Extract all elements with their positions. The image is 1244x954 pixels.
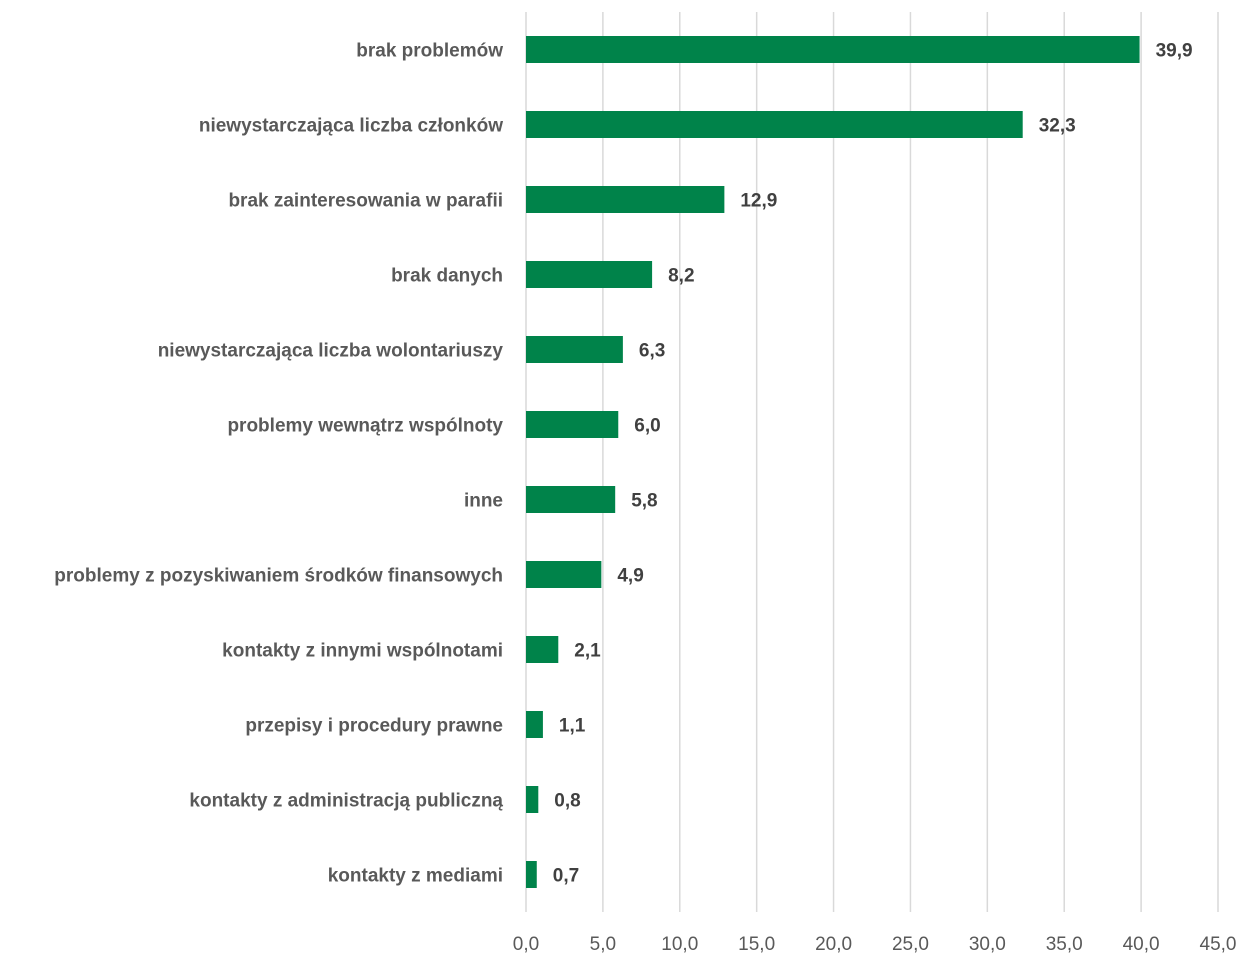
category-label: przepisy i procedury prawne — [245, 716, 503, 737]
category-label: niewystarczająca liczba członków — [199, 116, 503, 137]
bar — [526, 711, 543, 738]
category-label: niewystarczająca liczba wolontariuszy — [158, 341, 504, 362]
value-label: 0,8 — [554, 791, 580, 812]
category-label: kontakty z mediami — [328, 866, 503, 887]
bar — [526, 261, 653, 288]
value-labels: 39,9 32,3 12,9 8,2 6,3 6,0 5,8 4,9 2,1 1,1 0,8 0,7 — [553, 41, 1193, 887]
bar — [526, 636, 559, 663]
x-tick-label: 30,0 — [969, 934, 1006, 954]
bar — [526, 36, 1140, 63]
category-label: problemy wewnątrz wspólnoty — [227, 416, 503, 437]
bar — [526, 111, 1023, 138]
category-label: brak zainteresowania w parafii — [228, 191, 503, 212]
bar — [526, 411, 619, 438]
value-label: 0,7 — [553, 866, 579, 887]
x-tick-label: 40,0 — [1123, 934, 1160, 954]
x-tick-label: 35,0 — [1046, 934, 1083, 954]
x-tick-label: 45,0 — [1200, 934, 1237, 954]
x-tick-label: 0,0 — [513, 934, 539, 954]
bar — [526, 186, 725, 213]
x-tick-label: 15,0 — [738, 934, 775, 954]
bar — [526, 336, 623, 363]
value-label: 39,9 — [1156, 41, 1193, 62]
category-label: inne — [464, 491, 503, 512]
value-label: 1,1 — [559, 716, 586, 737]
category-label: brak problemów — [356, 41, 503, 62]
bar — [526, 486, 616, 513]
category-label: kontakty z innymi wspólnotami — [222, 641, 503, 662]
x-axis-ticks: 0,0 5,0 10,0 15,0 20,0 25,0 30,0 35,0 40,0 45,0 — [513, 934, 1237, 954]
gridlines — [525, 12, 1219, 912]
bar — [526, 561, 602, 588]
bar — [526, 786, 539, 813]
x-tick-label: 25,0 — [892, 934, 929, 954]
category-label: brak danych — [391, 266, 503, 287]
bar — [526, 861, 537, 888]
value-label: 4,9 — [617, 566, 643, 587]
value-label: 5,8 — [631, 491, 657, 512]
value-label: 6,3 — [639, 341, 665, 362]
x-tick-label: 10,0 — [661, 934, 698, 954]
value-label: 2,1 — [574, 641, 601, 662]
category-labels: brak problemów niewystarczająca liczba cz… — [54, 41, 503, 887]
bars — [526, 36, 1140, 888]
value-label: 8,2 — [668, 266, 694, 287]
x-tick-label: 20,0 — [815, 934, 852, 954]
value-label: 12,9 — [740, 191, 777, 212]
value-label: 6,0 — [634, 416, 660, 437]
category-label: problemy z pozyskiwaniem środków finanso… — [54, 566, 503, 587]
x-tick-label: 5,0 — [590, 934, 616, 954]
category-label: kontakty z administracją publiczną — [189, 791, 503, 812]
value-label: 32,3 — [1039, 116, 1076, 137]
